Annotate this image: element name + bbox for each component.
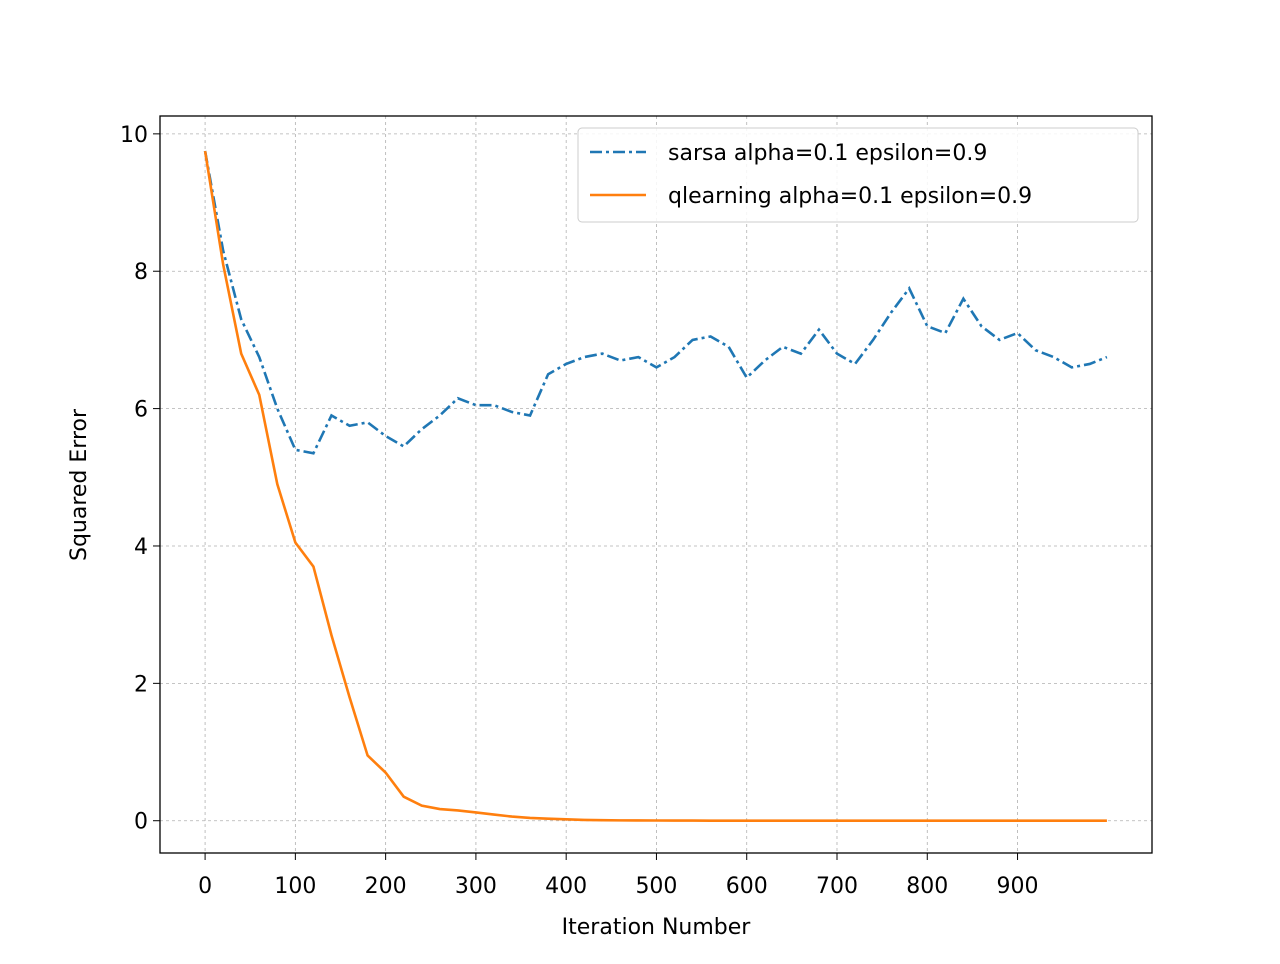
x-tick-label: 500	[635, 874, 677, 899]
x-axis-label: Iteration Number	[562, 915, 752, 940]
legend-box	[577, 127, 1139, 223]
x-tick-label: 900	[997, 874, 1039, 899]
x-tick-label: 100	[274, 874, 316, 899]
x-tick-label: 0	[198, 874, 212, 899]
line-series	[203, 150, 1108, 455]
y-axis-label: Squared Error	[67, 408, 92, 561]
legend-label: sarsa alpha=0.1 epsilon=0.9	[668, 141, 987, 166]
y-tick-label: 4	[134, 535, 148, 560]
x-tick-label: 400	[545, 874, 587, 899]
x-tick-label: 300	[455, 874, 497, 899]
legend-label: qlearning alpha=0.1 epsilon=0.9	[668, 184, 1032, 209]
y-tick-label: 2	[134, 672, 148, 697]
y-tick-label: 10	[120, 123, 148, 148]
y-tick-label: 0	[134, 810, 148, 835]
y-tick-label: 8	[134, 260, 148, 285]
legend: sarsa alpha=0.1 epsilon=0.9 qlearning alp…	[577, 127, 1139, 223]
plot-frame	[159, 115, 1153, 854]
y-tick-label: 6	[134, 398, 148, 423]
line-series	[203, 150, 1107, 823]
x-tick-label: 800	[906, 874, 948, 899]
x-tick-label: 200	[365, 874, 407, 899]
x-tick-label: 600	[726, 874, 768, 899]
x-tick-label: 700	[816, 874, 858, 899]
